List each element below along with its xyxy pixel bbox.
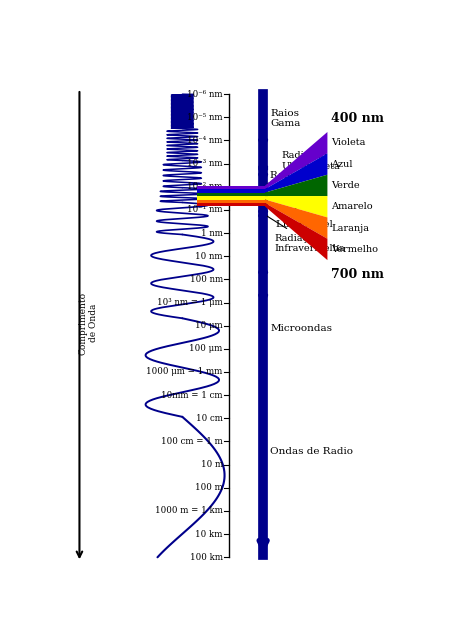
Text: 100 m: 100 m [195, 483, 223, 492]
Polygon shape [265, 200, 328, 239]
Polygon shape [265, 196, 328, 218]
Text: 10³ nm = 1 μm: 10³ nm = 1 μm [157, 298, 223, 307]
Text: Vermelho: Vermelho [331, 245, 378, 254]
Text: 400 nm: 400 nm [331, 111, 384, 125]
Polygon shape [197, 193, 265, 196]
Text: Radiação
Infravermelha: Radiação Infravermelha [267, 216, 345, 253]
Polygon shape [265, 154, 328, 193]
Text: 10 nm: 10 nm [195, 252, 223, 260]
Text: Verde: Verde [331, 181, 360, 190]
Text: 10⁻¹ nm: 10⁻¹ nm [187, 205, 223, 214]
Text: Radiação
Ultravioleta: Radiação Ultravioleta [267, 150, 340, 184]
Text: 1 nm: 1 nm [201, 228, 223, 237]
Text: Raios X: Raios X [271, 171, 310, 180]
Text: Raios
Gama: Raios Gama [271, 109, 301, 129]
Text: Laranja: Laranja [331, 223, 369, 232]
Polygon shape [265, 203, 328, 260]
Polygon shape [197, 196, 265, 200]
Text: 700 nm: 700 nm [331, 268, 384, 280]
Text: 10⁻³ nm: 10⁻³ nm [187, 159, 223, 168]
Text: 10⁻⁵ nm: 10⁻⁵ nm [187, 113, 223, 122]
Text: 10 cm: 10 cm [196, 414, 223, 423]
Text: 10⁻⁴ nm: 10⁻⁴ nm [187, 136, 223, 145]
Polygon shape [265, 175, 328, 196]
Text: Comprimento
de Onda: Comprimento de Onda [79, 292, 98, 355]
Polygon shape [197, 186, 265, 189]
Polygon shape [197, 189, 265, 193]
Text: Amarelo: Amarelo [331, 202, 373, 211]
Polygon shape [197, 200, 265, 203]
Text: Microondas: Microondas [271, 324, 332, 333]
Text: 10⁻⁶ nm: 10⁻⁶ nm [187, 90, 223, 99]
Text: 10⁻² nm: 10⁻² nm [187, 182, 223, 191]
Text: 10 km: 10 km [195, 530, 223, 539]
Text: Luz Visível: Luz Visível [276, 209, 333, 229]
Text: 10 μm: 10 μm [195, 321, 223, 330]
Text: 100 nm: 100 nm [190, 275, 223, 284]
Text: 100 km: 100 km [190, 553, 223, 562]
Polygon shape [265, 132, 328, 189]
Text: Violeta: Violeta [331, 138, 365, 147]
Text: 100 cm = 1 m: 100 cm = 1 m [161, 437, 223, 446]
Polygon shape [197, 203, 265, 207]
Text: 1000 m = 1 km: 1000 m = 1 km [155, 506, 223, 515]
Text: 1000 μm = 1 mm: 1000 μm = 1 mm [146, 367, 223, 376]
Text: 100 μm: 100 μm [190, 344, 223, 353]
Text: 10mm = 1 cm: 10mm = 1 cm [161, 390, 223, 399]
Text: 10 m: 10 m [201, 460, 223, 469]
Text: Azul: Azul [331, 159, 353, 168]
Text: Ondas de Radio: Ondas de Radio [271, 447, 354, 456]
